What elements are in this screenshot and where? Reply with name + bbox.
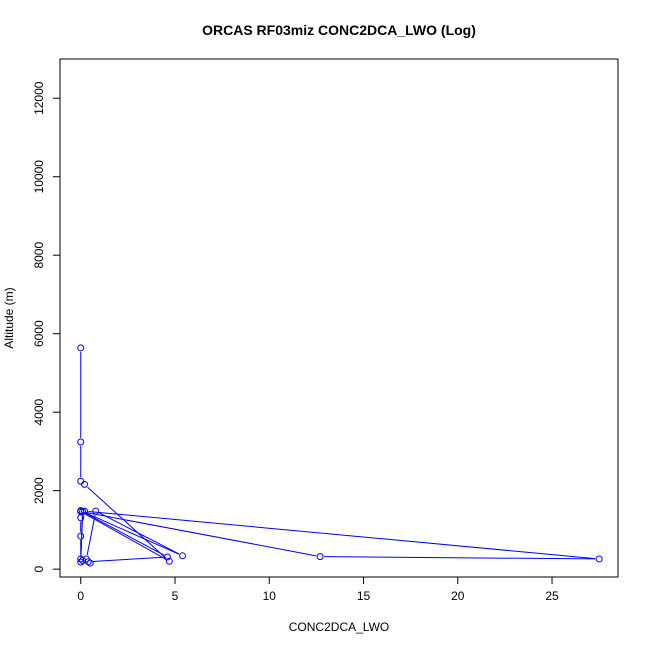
data-point — [81, 480, 89, 488]
y-tick-label: 2000 — [32, 477, 46, 504]
data-point — [77, 507, 85, 515]
data-point — [77, 532, 85, 540]
data-point — [77, 438, 85, 446]
y-tick-label: 0 — [32, 565, 46, 572]
x-tick-label: 0 — [77, 589, 84, 603]
x-axis: 0 5 10 15 20 25 — [77, 576, 559, 603]
y-tick-label: 12000 — [32, 81, 46, 115]
series-segment — [86, 514, 96, 556]
y-tick-label: 6000 — [32, 320, 46, 347]
data-point — [595, 555, 603, 563]
series-segment — [84, 511, 180, 555]
x-tick-label: 25 — [545, 589, 559, 603]
y-tick-label: 4000 — [32, 399, 46, 426]
data-point — [92, 507, 100, 515]
series-segment — [324, 556, 596, 560]
series-segment — [87, 486, 167, 559]
series-segment — [92, 556, 164, 562]
y-axis: 0 2000 4000 6000 8000 10000 12000 — [32, 81, 61, 572]
data-point — [165, 557, 173, 565]
x-axis-label: CONC2DCA_LWO — [289, 620, 389, 634]
x-tick-label: 15 — [357, 589, 371, 603]
y-axis-label: Altitude (m) — [2, 287, 16, 348]
series-segment — [84, 512, 165, 556]
data-point — [82, 555, 90, 563]
data-point — [77, 344, 85, 352]
data-point — [316, 553, 324, 561]
series-segment — [80, 515, 83, 559]
x-tick-label: 5 — [172, 589, 179, 603]
data-point — [179, 552, 187, 560]
data-point — [86, 559, 94, 567]
x-tick-label: 20 — [451, 589, 465, 603]
series-layer — [77, 344, 603, 567]
y-tick-label: 10000 — [32, 160, 46, 194]
data-point — [79, 557, 87, 565]
y-tick-label: 8000 — [32, 242, 46, 269]
series-segment — [88, 510, 596, 560]
data-point — [77, 558, 85, 566]
x-tick-label: 10 — [263, 589, 277, 603]
series-segment — [99, 512, 180, 555]
data-point — [77, 514, 85, 522]
series-segment — [84, 511, 317, 557]
data-point — [163, 553, 171, 561]
series-segment — [83, 512, 167, 560]
chart-title: ORCAS RF03miz CONC2DCA_LWO (Log) — [202, 22, 476, 38]
